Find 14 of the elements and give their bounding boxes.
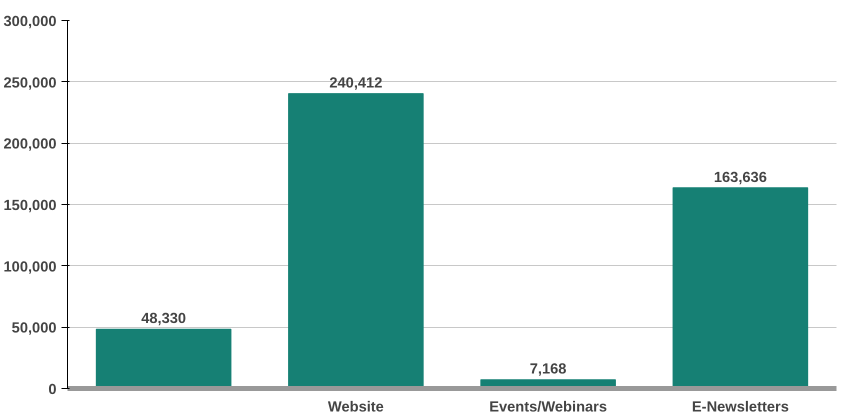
- y-tick-label: 100,000: [4, 259, 57, 276]
- x-tick-label: Events/Webinars: [489, 400, 608, 416]
- y-tick-label: 300,000: [4, 14, 57, 30]
- y-tick-label: 250,000: [4, 75, 57, 92]
- x-tick-label: Website: [328, 400, 384, 416]
- data-label: 163,636: [714, 170, 767, 186]
- y-tick-label: 200,000: [4, 136, 57, 153]
- data-label: 240,412: [329, 76, 382, 92]
- data-label: 48,330: [141, 311, 186, 328]
- y-tick-label: 0: [48, 382, 57, 398]
- data-label: 7,168: [530, 362, 566, 378]
- y-tick-label: 50,000: [12, 320, 56, 337]
- y-tick-label: 150,000: [4, 198, 57, 214]
- x-tick-label: E-Newsletters: [692, 400, 789, 416]
